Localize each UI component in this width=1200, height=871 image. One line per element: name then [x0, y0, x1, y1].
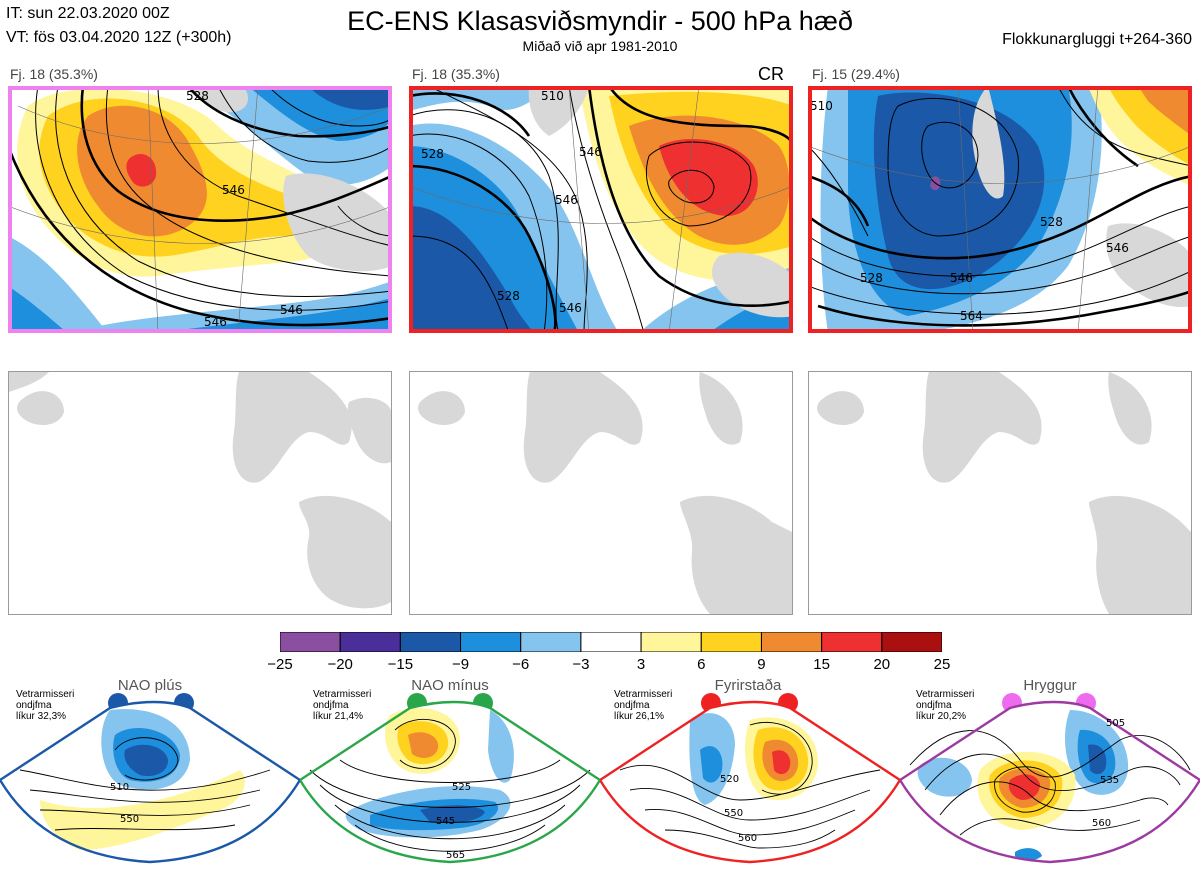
- colorbar-swatch: [821, 631, 883, 653]
- cluster-map: 528 546 546 546: [8, 86, 392, 333]
- colorbar-swatch: [399, 631, 462, 653]
- contour-label: 545: [436, 816, 455, 827]
- contour-label: 546: [555, 193, 578, 207]
- classification-window: Flokkunargluggi t+264-360: [1002, 31, 1192, 48]
- contour-label: 546: [1106, 241, 1129, 255]
- contour-label: 510: [810, 99, 833, 113]
- regime-map: 525 545 565: [300, 693, 600, 864]
- contour-label: 546: [559, 301, 582, 315]
- colorbar-swatch: [339, 631, 401, 653]
- cluster-border: [808, 86, 1192, 333]
- contour-label: 525: [452, 782, 471, 793]
- contour-label: 546: [280, 303, 303, 317]
- colorbar-tick-label: −6: [512, 656, 530, 673]
- regime-strip: Vetrarmisseri ondjfma líkur 32,3% NAO plús…: [0, 677, 1200, 871]
- regime-title: Hryggur: [1023, 677, 1077, 694]
- regime-note: Vetrarmisseri ondjfma líkur 21,4%: [313, 689, 372, 722]
- contour-label: 535: [1100, 775, 1119, 786]
- empty-map-panel: [808, 371, 1192, 615]
- regime-map: 505 535 560: [900, 693, 1200, 864]
- valid-time: VT: fös 03.04.2020 12Z (+300h): [6, 29, 232, 46]
- colorbar-tick-label: 9: [757, 656, 766, 673]
- contour-label: 565: [446, 850, 465, 861]
- colorbar-swatch: [760, 631, 823, 653]
- colorbar-tick-label: 15: [813, 656, 830, 673]
- cluster-label: Fj. 15 (29.4%): [812, 66, 900, 82]
- colorbar-tick-label: −25: [267, 656, 293, 673]
- regime-note: Vetrarmisseri ondjfma líkur 32,3%: [16, 689, 75, 722]
- contour-label: 564: [960, 309, 983, 323]
- colorbar-tick-label: −3: [572, 656, 590, 673]
- contour-label: 528: [497, 289, 520, 303]
- colorbar: [279, 631, 943, 653]
- initial-time: IT: sun 22.03.2020 00Z: [6, 5, 170, 22]
- colorbar-tick-label: 3: [636, 656, 646, 673]
- colorbar-tick-label: 6: [697, 656, 706, 673]
- colorbar-tick-label: 20: [873, 656, 891, 673]
- contour-label: 528: [860, 271, 883, 285]
- regime-title: NAO mínus: [411, 677, 489, 694]
- regime-note: Vetrarmisseri ondjfma líkur 20,2%: [916, 689, 975, 722]
- colorbar-swatch: [279, 631, 341, 653]
- contour-label: 510: [541, 89, 564, 103]
- empty-map-panel: [409, 371, 793, 615]
- contour-label: 520: [720, 774, 739, 785]
- colorbar-swatch: [700, 631, 762, 653]
- cluster-label: Fj. 18 (35.3%): [412, 66, 500, 82]
- cluster-border: [409, 86, 793, 333]
- colorbar-swatch: [640, 631, 702, 653]
- regime-map: 520 550 560: [600, 693, 900, 864]
- colorbar-swatch: [460, 631, 522, 653]
- colorbar-swatch: [520, 631, 582, 653]
- contour-label: 550: [724, 808, 743, 819]
- colorbar-swatch: [881, 631, 943, 653]
- empty-map-panel: [8, 371, 392, 615]
- contour-label: 560: [738, 833, 757, 844]
- regime-note: Vetrarmisseri ondjfma líkur 26,1%: [614, 689, 673, 722]
- contour-label: 528: [421, 147, 444, 161]
- colorbar-tick-label: −9: [451, 656, 470, 673]
- cluster-border: [8, 86, 392, 333]
- page-title: EC-ENS Klasasviðsmyndir - 500 hPa hæð: [347, 6, 853, 36]
- contour-label: 546: [222, 183, 245, 197]
- cluster-map: 510 528 528 546 546 564: [808, 86, 1192, 333]
- colorbar-tick-label: 25: [933, 656, 951, 673]
- contour-label: 505: [1106, 718, 1125, 729]
- regime-map: 510 550: [0, 693, 300, 864]
- contour-label: 546: [950, 271, 973, 285]
- cluster-label: Fj. 18 (35.3%): [10, 66, 98, 82]
- contour-label: 546: [579, 145, 602, 159]
- colorbar-tick-label: −20: [327, 656, 353, 673]
- contour-label: 510: [110, 782, 129, 793]
- colorbar-ticks: −25 −20 −15 −9 −6 −3 3 6 9 15 20 25: [267, 656, 950, 674]
- regime-title: NAO plús: [117, 677, 183, 694]
- contour-label: 560: [1092, 818, 1111, 829]
- colorbar-tick-label: −15: [387, 656, 414, 673]
- colorbar-swatch: [580, 631, 642, 653]
- contour-label: 550: [120, 814, 139, 825]
- cluster-map: 528 546 528 546 510 546: [409, 86, 793, 333]
- regime-title: Fyrirstaða: [714, 677, 782, 694]
- contour-label: 528: [186, 89, 209, 103]
- contour-label: 546: [204, 315, 227, 329]
- control-run-tag: CR: [758, 64, 784, 84]
- climatology-subtitle: Miðað við apr 1981-2010: [522, 38, 678, 54]
- contour-label: 528: [1040, 215, 1063, 229]
